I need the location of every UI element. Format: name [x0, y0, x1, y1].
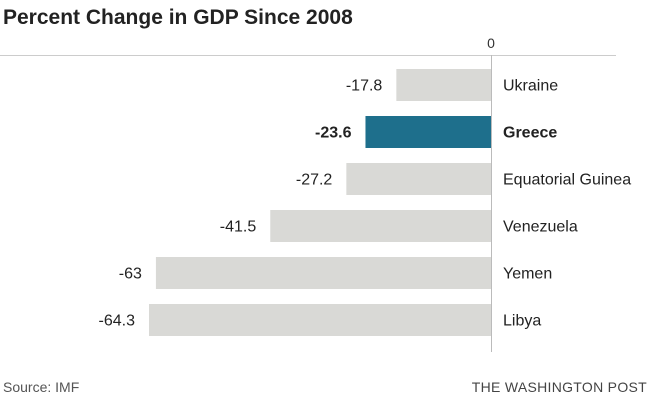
axis-layer: 0 — [0, 35, 616, 352]
category-label: Yemen — [503, 266, 552, 283]
bar-greece — [365, 116, 491, 148]
x-tick-label: 0 — [487, 35, 495, 51]
value-label: -23.6 — [315, 125, 352, 142]
value-label: -64.3 — [99, 313, 136, 330]
publisher-credit: THE WASHINGTON POST — [472, 379, 647, 395]
bar-yemen — [155, 257, 491, 289]
category-label: Equatorial Guinea — [503, 172, 631, 189]
category-label: Greece — [503, 125, 557, 142]
bar-libya — [149, 304, 491, 336]
category-label: Ukraine — [503, 78, 558, 95]
source-note: Source: IMF — [3, 379, 79, 395]
bar-venezuela — [270, 210, 491, 242]
value-label: -17.8 — [346, 78, 383, 95]
chart-title: Percent Change in GDP Since 2008 — [3, 6, 353, 29]
value-label: -63 — [119, 266, 142, 283]
bar-layer: -17.8 Ukraine -23.6 Greece -27.2 Equatorial G… — [99, 69, 631, 336]
value-label: -41.5 — [220, 219, 257, 236]
bar-equatorial-guinea — [346, 163, 491, 195]
bar-ukraine — [396, 69, 491, 101]
category-label: Libya — [503, 313, 541, 330]
value-label: -27.2 — [296, 172, 333, 189]
category-label: Venezuela — [503, 219, 578, 236]
